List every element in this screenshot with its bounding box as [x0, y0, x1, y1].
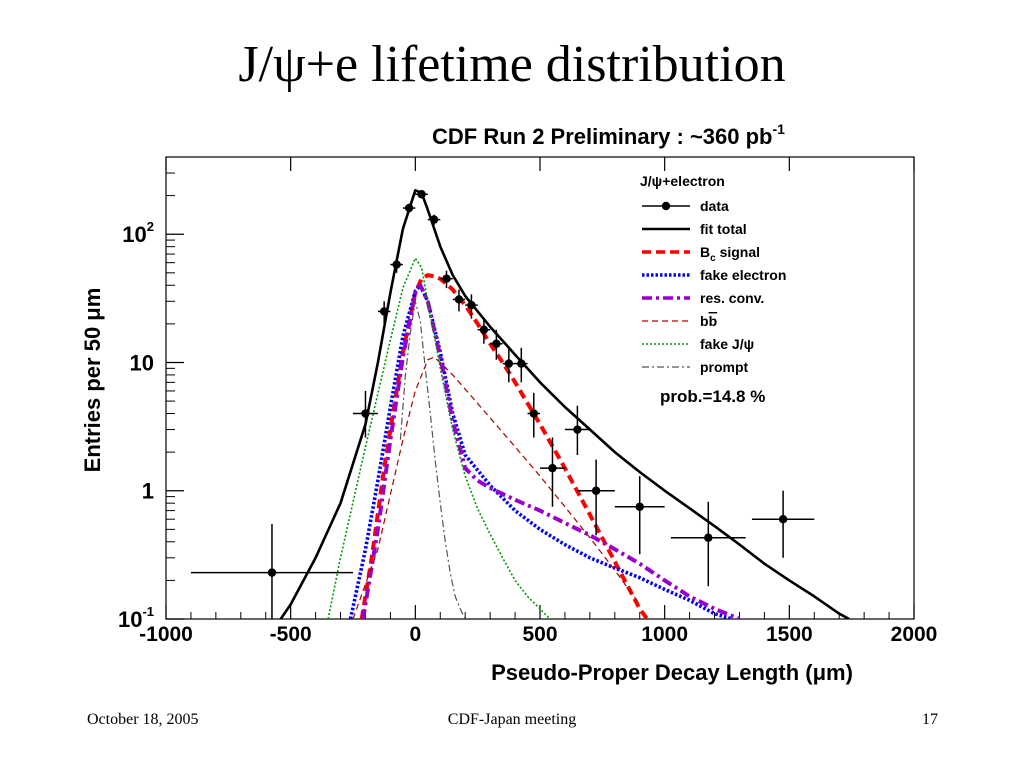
- data-point: [517, 359, 526, 368]
- series-line-prompt: [399, 300, 466, 619]
- legend-label-b-c-signal: Bc signal: [700, 244, 760, 264]
- data-point: [429, 215, 439, 224]
- data-point: [467, 300, 476, 310]
- footer-page-number: 17: [922, 711, 938, 728]
- x-tick-label: 2000: [891, 623, 938, 646]
- legend-label-data: data: [700, 198, 729, 214]
- x-tick-label: -500: [270, 623, 312, 646]
- data-point: [417, 190, 426, 199]
- series-line-fake-j: [327, 257, 551, 619]
- y-tick-label: 102: [122, 219, 154, 247]
- data-point: [267, 568, 277, 577]
- footer-date: October 18, 2005: [87, 711, 199, 728]
- legend-label-fit-total: fit total: [700, 221, 747, 237]
- series-line-fit-total: [279, 189, 850, 619]
- data-point: [442, 274, 451, 283]
- x-tick-label: -1000: [139, 623, 193, 646]
- x-axis-label: Pseudo-Proper Decay Length (μm): [491, 660, 853, 685]
- data-point: [778, 514, 788, 524]
- x-tick-label: 0: [409, 623, 421, 646]
- series-line-fake-electron: [348, 283, 733, 619]
- data-point: [635, 502, 644, 511]
- data-point: [361, 409, 370, 418]
- legend-label-fake-electron: fake electron: [700, 267, 786, 283]
- plot-frame: [165, 156, 915, 620]
- data-point: [404, 203, 414, 213]
- data-point: [591, 486, 601, 495]
- legend-title: J/ψ+electron: [640, 173, 725, 189]
- data-point: [454, 295, 464, 304]
- x-tick-label: 1000: [641, 623, 688, 646]
- series-line-res-conv: [361, 283, 741, 619]
- legend: J/ψ+electron data fit total Bc signal fake …: [640, 173, 786, 375]
- data-point: [492, 339, 501, 348]
- legend-swatch-data-point: [661, 201, 671, 211]
- prob-annotation: prob.=14.8 %: [660, 387, 765, 406]
- data-point: [529, 409, 538, 418]
- series-line-b-b: [352, 356, 641, 619]
- y-axis-label: Entries per 50 μm: [80, 288, 105, 473]
- legend-label-prompt: prompt: [700, 359, 749, 375]
- x-tick-label: 500: [522, 623, 557, 646]
- data-point: [392, 260, 401, 269]
- chart-title-superscript: -1: [772, 121, 785, 137]
- y-tick-label: 1: [142, 479, 154, 504]
- data-point: [704, 533, 713, 542]
- x-tick-label: 1500: [766, 623, 813, 646]
- y-tick-label: 10-1: [118, 604, 154, 632]
- chart-title-text: CDF Run 2 Preliminary : ~360 pb: [432, 124, 772, 149]
- data-point: [548, 463, 557, 473]
- legend-label-fake-j: fake J/ψ: [700, 336, 754, 352]
- chart-title: CDF Run 2 Preliminary : ~360 pb-1: [432, 121, 785, 149]
- data-point: [479, 325, 489, 334]
- legend-label-res-conv: res. conv.: [700, 290, 764, 306]
- footer-meeting: CDF-Japan meeting: [447, 711, 577, 728]
- data-point: [504, 359, 514, 368]
- data-point: [379, 307, 389, 316]
- legend-label-b-b: bb: [700, 313, 717, 329]
- data-point: [573, 425, 582, 434]
- slide-title: J/ψ+e lifetime distribution: [238, 36, 786, 93]
- y-tick-label: 10: [130, 350, 154, 375]
